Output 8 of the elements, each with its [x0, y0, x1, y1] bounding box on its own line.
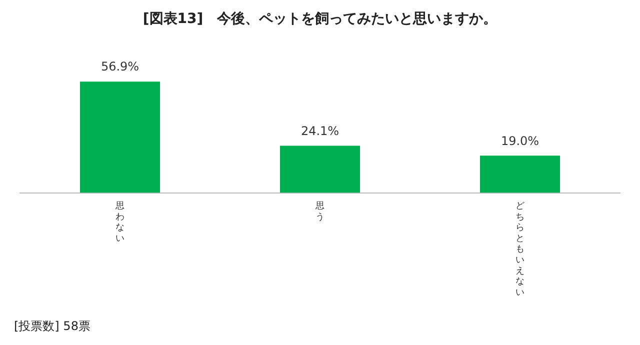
text: [投票数] 58票: [14, 318, 90, 335]
x-tick-label: 思う: [314, 200, 324, 222]
data-label: 24.1%: [300, 124, 340, 138]
category-label: どちらともいえない: [516, 202, 524, 298]
chart-title: [図表13] 今後、ペットを飼ってみたいと思いますか。: [142, 10, 498, 28]
x-tick-label: 思わない: [114, 200, 124, 244]
data-label: 56.9%: [100, 60, 140, 74]
data-label: 19.0%: [500, 134, 540, 148]
